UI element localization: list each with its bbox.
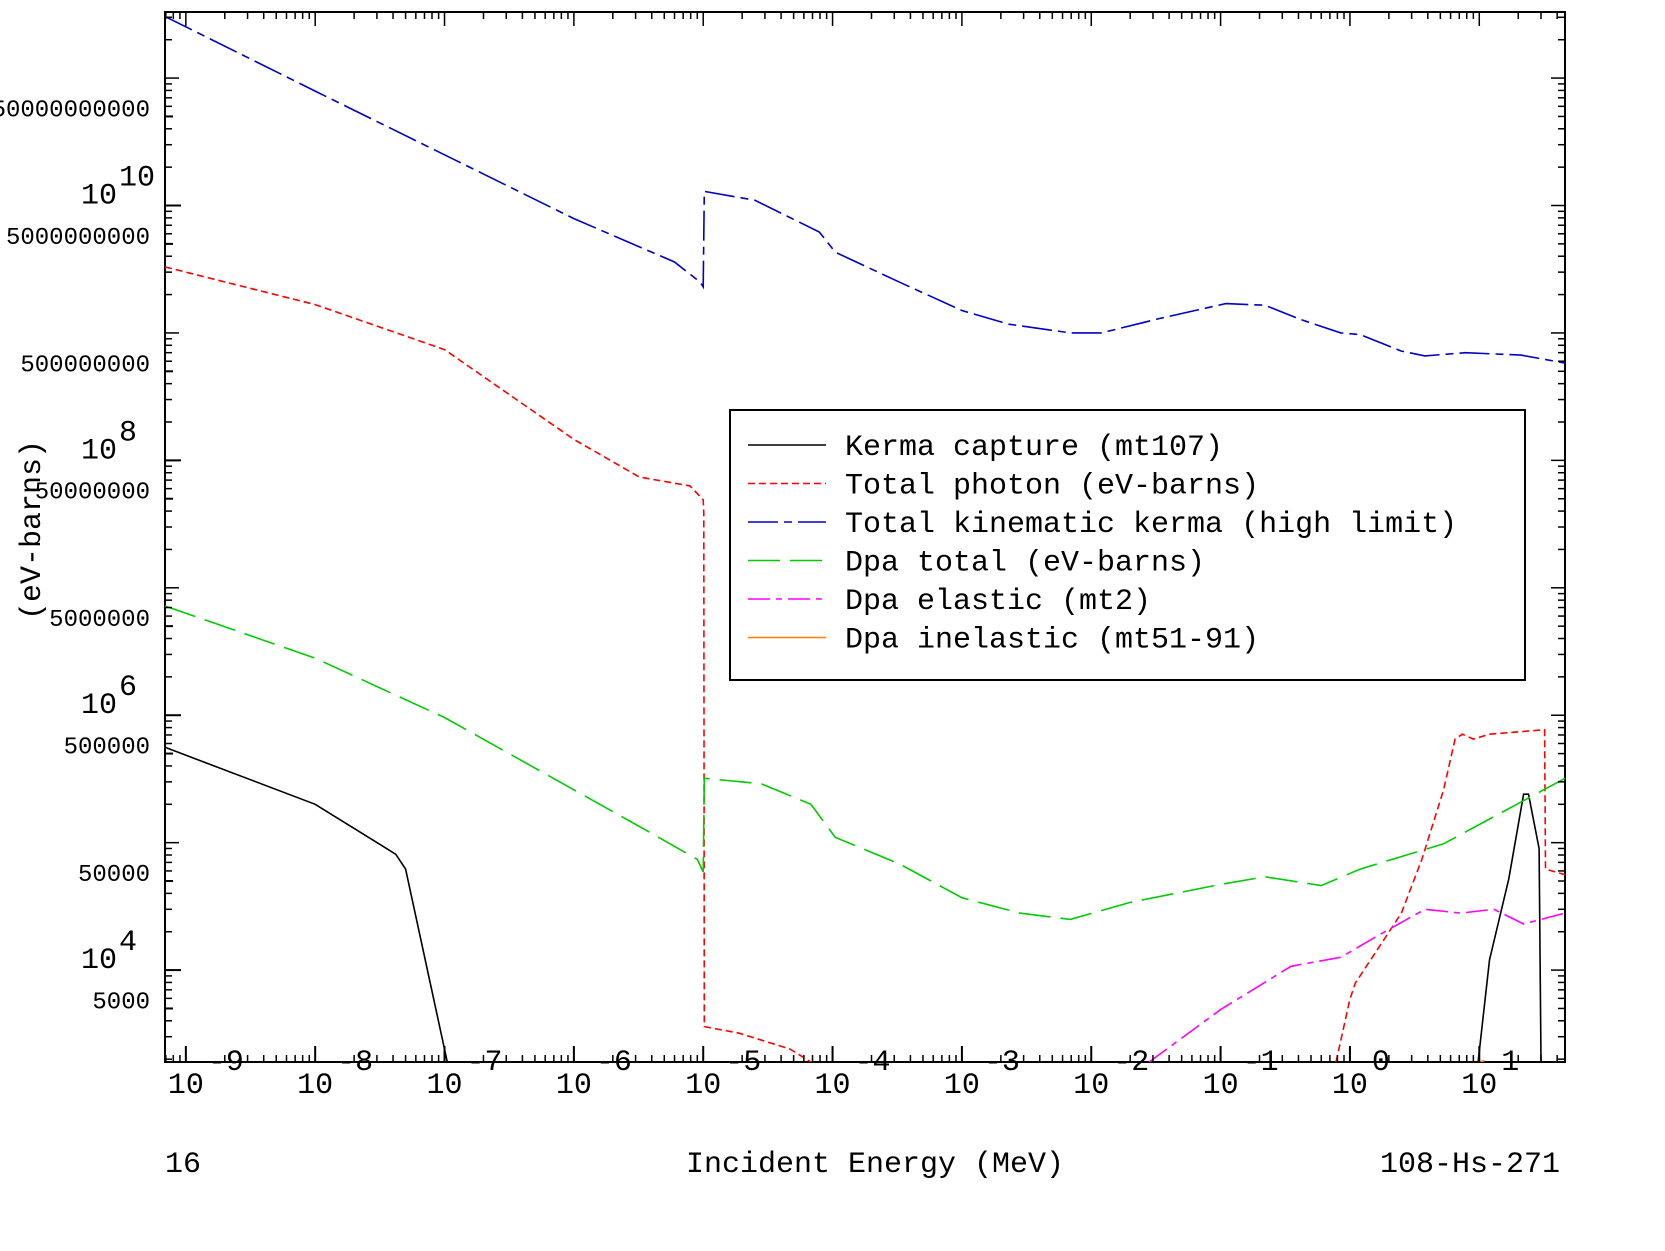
- y-tick-exponent: 8: [119, 416, 137, 450]
- legend-box: [729, 409, 1526, 681]
- x-tick-exponent: -8: [337, 1046, 373, 1080]
- x-axis-label: Incident Energy (MeV): [686, 1148, 1064, 1182]
- series-line: [1148, 908, 1565, 1062]
- legend-label: Total kinematic kerma (high limit): [845, 508, 1457, 542]
- plot-frame: [164, 11, 1566, 1063]
- y-tick-label: 50000000: [35, 480, 150, 507]
- series-line: [165, 605, 1565, 921]
- y-tick-label: 10: [81, 944, 117, 978]
- plot-lines: [165, 15, 1565, 1062]
- x-tick-label: 10: [168, 1069, 204, 1103]
- legend-label: Dpa total (eV-barns): [845, 547, 1205, 581]
- footer-left: 16: [165, 1148, 201, 1182]
- x-tick-exponent: -1: [1243, 1046, 1279, 1080]
- x-tick-exponent: 1: [1501, 1046, 1519, 1080]
- x-tick-label: 10: [297, 1069, 333, 1103]
- y-tick-exponent: 4: [119, 926, 137, 960]
- x-tick-label: 10: [815, 1069, 851, 1103]
- y-tick-exponent: 6: [119, 671, 137, 705]
- x-tick-label: 10: [427, 1069, 463, 1103]
- x-tick-label: 10: [1461, 1069, 1497, 1103]
- x-tick-label: 10: [1073, 1069, 1109, 1103]
- y-tick-label: 10: [81, 689, 117, 723]
- y-tick-exponent: 10: [119, 162, 155, 196]
- x-tick-label: 10: [556, 1069, 592, 1103]
- y-tick-label: 500000: [64, 735, 150, 762]
- y-tick-label: 5000000000: [6, 225, 150, 252]
- x-tick-exponent: -3: [984, 1046, 1020, 1080]
- footer-right: 108-Hs-271: [1380, 1148, 1560, 1182]
- y-tick-label: 10: [81, 180, 117, 214]
- x-tick-exponent: -5: [725, 1046, 761, 1080]
- series-line: [165, 266, 1565, 1062]
- series-line: [165, 15, 1565, 364]
- y-tick-label: 50000: [78, 862, 150, 889]
- y-tick-label: 10: [81, 434, 117, 468]
- y-tick-label: 500000000: [20, 352, 150, 379]
- legend-label: Kerma capture (mt107): [845, 431, 1223, 465]
- y-tick-label: 5000000: [49, 607, 150, 634]
- x-tick-exponent: -2: [1113, 1046, 1149, 1080]
- x-tick-label: 10: [1203, 1069, 1239, 1103]
- legend-label: Total photon (eV-barns): [845, 470, 1259, 504]
- y-tick-label: 5000: [92, 989, 150, 1016]
- legend-label: Dpa elastic (mt2): [845, 585, 1151, 619]
- legend-label: Dpa inelastic (mt51-91): [845, 624, 1259, 658]
- x-tick-label: 10: [944, 1069, 980, 1103]
- x-tick-label: 10: [1332, 1069, 1368, 1103]
- x-tick-exponent: 0: [1372, 1046, 1390, 1080]
- x-tick-exponent: -4: [855, 1046, 891, 1080]
- y-axis-label: (eV-barns): [16, 440, 50, 620]
- series-line: [165, 746, 1542, 1062]
- x-tick-exponent: -7: [467, 1046, 503, 1080]
- x-tick-exponent: -6: [596, 1046, 632, 1080]
- y-tick-label: 50000000000: [0, 97, 150, 124]
- x-tick-exponent: -9: [208, 1046, 244, 1080]
- x-tick-label: 10: [685, 1069, 721, 1103]
